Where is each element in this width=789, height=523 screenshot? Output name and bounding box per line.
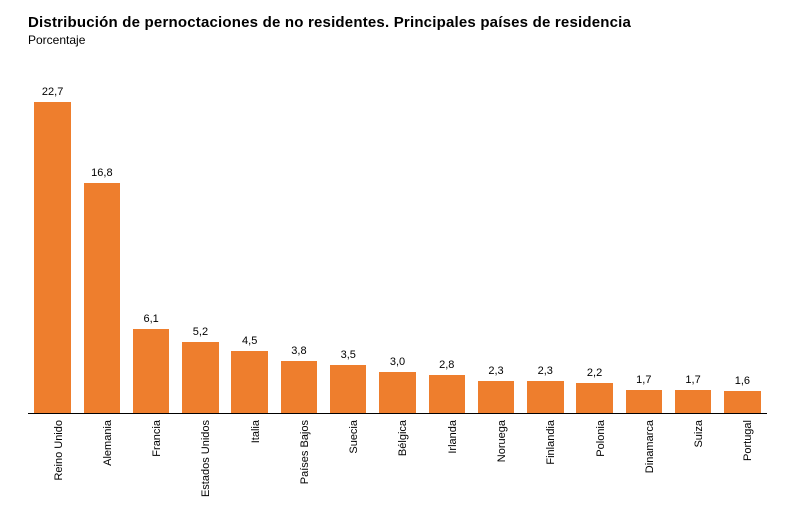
chart-subtitle: Porcentaje	[28, 33, 769, 49]
x-axis-label: Alemania	[102, 420, 114, 466]
bar-value-label: 16,8	[91, 167, 112, 179]
x-label-slot: Reino Unido	[28, 414, 77, 514]
bar: 2,3	[527, 381, 563, 413]
bar-value-label: 3,8	[291, 345, 306, 357]
bar: 1,7	[626, 390, 662, 413]
x-axis-label: Irlanda	[447, 420, 459, 454]
bar-slot: 2,3	[471, 84, 520, 413]
bar-slot: 6,1	[127, 84, 176, 413]
x-label-slot: Noruega	[471, 414, 520, 514]
x-label-slot: Finlandia	[521, 414, 570, 514]
bar: 22,7	[34, 102, 70, 413]
x-axis-label: Finlandia	[545, 420, 557, 465]
bar: 2,2	[576, 383, 612, 413]
bar-value-label: 1,6	[735, 375, 750, 387]
bar-value-label: 1,7	[685, 374, 700, 386]
bar-slot: 1,7	[668, 84, 717, 413]
chart-x-labels: Reino Unido Alemania Francia Estados Unidos…	[28, 414, 767, 514]
bar: 3,8	[281, 361, 317, 413]
x-label-slot: Alemania	[77, 414, 126, 514]
bar: 3,5	[330, 365, 366, 413]
bar-slot: 22,7	[28, 84, 77, 413]
x-axis-label: Bélgica	[397, 420, 409, 456]
x-axis-label: Italia	[250, 420, 262, 443]
bar-slot: 1,7	[619, 84, 668, 413]
bar-slot: 3,8	[274, 84, 323, 413]
bar-slot: 5,2	[176, 84, 225, 413]
bar-slot: 1,6	[718, 84, 767, 413]
x-axis-label: Polonia	[595, 420, 607, 457]
bar-slot: 3,0	[373, 84, 422, 413]
x-axis-label: Noruega	[496, 420, 508, 462]
x-axis-label: Reino Unido	[53, 420, 65, 481]
bar-slot: 2,3	[521, 84, 570, 413]
bar-value-label: 5,2	[193, 326, 208, 338]
x-label-slot: Estados Unidos	[176, 414, 225, 514]
bar-slot: 16,8	[77, 84, 126, 413]
x-label-slot: Italia	[225, 414, 274, 514]
bar-value-label: 1,7	[636, 374, 651, 386]
bar-value-label: 3,0	[390, 356, 405, 368]
bar-value-label: 2,3	[488, 365, 503, 377]
bar-value-label: 2,2	[587, 367, 602, 379]
bar: 3,0	[379, 372, 415, 413]
x-axis-label: Suecia	[348, 420, 360, 454]
x-label-slot: Francia	[127, 414, 176, 514]
bar: 2,3	[478, 381, 514, 413]
chart: 22,7 16,8 6,1 5,2 4,5 3,8 3,5 3,0 2,8 2,3 2,3 2,2 1,…	[28, 84, 767, 509]
x-label-slot: Portugal	[718, 414, 767, 514]
chart-bars: 22,7 16,8 6,1 5,2 4,5 3,8 3,5 3,0 2,8 2,3 2,3 2,2 1,…	[28, 84, 767, 413]
x-axis-label: Países Bajos	[299, 420, 311, 484]
bar-value-label: 3,5	[341, 349, 356, 361]
x-label-slot: Países Bajos	[274, 414, 323, 514]
bar-slot: 3,5	[324, 84, 373, 413]
bar: 1,6	[724, 391, 760, 413]
x-axis-label: Francia	[151, 420, 163, 457]
bar: 4,5	[231, 351, 267, 413]
bar: 5,2	[182, 342, 218, 413]
bar: 16,8	[84, 183, 120, 413]
chart-plot-area: 22,7 16,8 6,1 5,2 4,5 3,8 3,5 3,0 2,8 2,3 2,3 2,2 1,…	[28, 84, 767, 414]
x-label-slot: Polonia	[570, 414, 619, 514]
x-label-slot: Irlanda	[422, 414, 471, 514]
bar-slot: 4,5	[225, 84, 274, 413]
chart-title: Distribución de pernoctaciones de no res…	[28, 14, 769, 33]
bar-value-label: 22,7	[42, 86, 63, 98]
bar: 1,7	[675, 390, 711, 413]
page: Distribución de pernoctaciones de no res…	[0, 0, 789, 523]
bar-slot: 2,8	[422, 84, 471, 413]
x-axis-label: Suiza	[693, 420, 705, 448]
bar-value-label: 4,5	[242, 335, 257, 347]
bar-value-label: 2,8	[439, 359, 454, 371]
bar: 6,1	[133, 329, 169, 413]
x-axis-label: Portugal	[742, 420, 754, 461]
x-label-slot: Dinamarca	[619, 414, 668, 514]
x-label-slot: Suiza	[668, 414, 717, 514]
bar-value-label: 6,1	[144, 313, 159, 325]
bar-value-label: 2,3	[538, 365, 553, 377]
x-axis-label: Dinamarca	[644, 420, 656, 473]
x-label-slot: Bélgica	[373, 414, 422, 514]
bar-slot: 2,2	[570, 84, 619, 413]
x-label-slot: Suecia	[324, 414, 373, 514]
x-axis-label: Estados Unidos	[200, 420, 212, 497]
bar: 2,8	[429, 375, 465, 413]
